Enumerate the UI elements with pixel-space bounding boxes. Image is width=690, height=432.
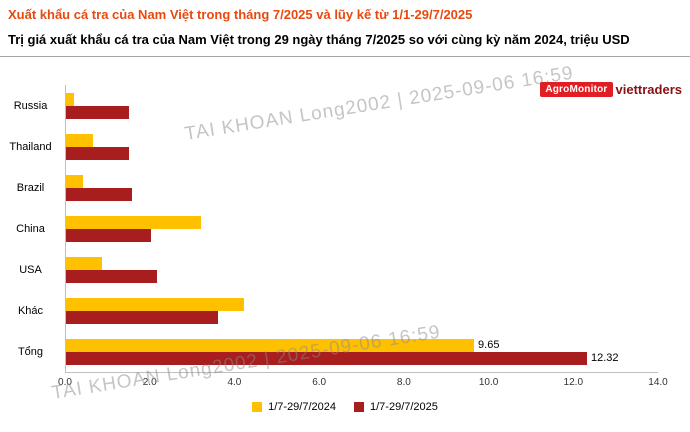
legend-swatch (252, 402, 263, 412)
x-tick-label: 0.0 (58, 377, 72, 388)
bar-series-0 (66, 297, 244, 311)
bar-line (66, 269, 658, 283)
value-label: 12.32 (590, 352, 619, 364)
bar-line (66, 228, 658, 242)
bar-series-1 (66, 105, 130, 119)
plot-area: Russia Thailand Brazil China USA Khác Tổng 9.6… (0, 85, 658, 373)
bar-series-1 (66, 351, 587, 365)
bar-line (66, 297, 658, 311)
brand-logo: AgroMonitor viettraders (540, 82, 682, 97)
chart-legend: 1/7-29/7/2024 1/7-29/7/2025 (0, 401, 690, 413)
x-axis: 0.0 2.0 4.0 6.0 8.0 10.0 12.0 14.0 (0, 373, 668, 391)
bar-line (66, 187, 658, 201)
bar-line (66, 146, 658, 160)
x-tick-label: 6.0 (312, 377, 327, 388)
bar-series-0 (66, 256, 102, 270)
viettraders-logo: viettraders (615, 82, 682, 97)
bar-group (66, 290, 658, 331)
legend-item: 1/7-29/7/2024 (252, 401, 336, 413)
value-label: 9.65 (478, 339, 500, 351)
bar-line (66, 256, 658, 270)
chart-header: Xuất khẩu cá tra của Nam Việt trong thán… (0, 0, 690, 57)
bar-line (66, 92, 658, 106)
chart-title: Xuất khẩu cá tra của Nam Việt trong thán… (8, 7, 473, 22)
category-axis: Russia Thailand Brazil China USA Khác Tổng (0, 85, 65, 373)
x-tick-label: 8.0 (396, 377, 411, 388)
bar-group (66, 249, 658, 290)
category-label: Tổng (17, 345, 44, 358)
bar-line (66, 174, 658, 188)
bar-series-0 (66, 92, 75, 106)
bar-series-1 (66, 228, 151, 242)
category-label: Khác (17, 304, 44, 317)
bar-group (66, 126, 658, 167)
bars-area: 9.65 12.32 (65, 85, 658, 373)
bar-series-0 (66, 133, 94, 147)
x-tick-label: 4.0 (227, 377, 242, 388)
bar-line: 9.65 (66, 338, 658, 352)
bar-series-0 (66, 338, 475, 352)
x-axis-spacer (0, 373, 65, 391)
bar-series-0 (66, 174, 83, 188)
bar-group (66, 167, 658, 208)
agromonitor-logo: AgroMonitor (540, 82, 613, 97)
bar-line (66, 105, 658, 119)
category-label: Russia (13, 99, 48, 112)
category-label: China (16, 222, 45, 235)
x-tick-label: 14.0 (648, 377, 668, 388)
bar-series-1 (66, 269, 157, 283)
legend-label: 1/7-29/7/2024 (268, 401, 336, 413)
x-tick-label: 2.0 (142, 377, 157, 388)
x-tick-label: 10.0 (478, 377, 499, 388)
legend-swatch (354, 402, 364, 412)
bar-chart: Russia Thailand Brazil China USA Khác Tổng 9.6… (0, 85, 668, 413)
bar-group (66, 85, 658, 126)
bar-line (66, 133, 658, 147)
bar-line: 12.32 (66, 351, 658, 365)
x-tick-label: 12.0 (563, 377, 584, 388)
category-label: Thailand (9, 140, 52, 153)
bar-series-0 (66, 215, 202, 229)
legend-label: 1/7-29/7/2025 (370, 401, 438, 413)
bar-line (66, 310, 658, 324)
chart-subtitle: Trị giá xuất khẩu cá tra của Nam Việt tr… (8, 32, 630, 47)
bar-series-1 (66, 187, 132, 201)
bar-group: 9.65 12.32 (66, 331, 658, 372)
bar-series-1 (66, 146, 130, 160)
bar-series-1 (66, 310, 219, 324)
bar-line (66, 215, 658, 229)
bar-group (66, 208, 658, 249)
legend-item: 1/7-29/7/2025 (354, 401, 438, 413)
category-label: Brazil (16, 181, 45, 194)
category-label: USA (19, 263, 42, 276)
x-axis-ticks: 0.0 2.0 4.0 6.0 8.0 10.0 12.0 14.0 (58, 373, 668, 391)
